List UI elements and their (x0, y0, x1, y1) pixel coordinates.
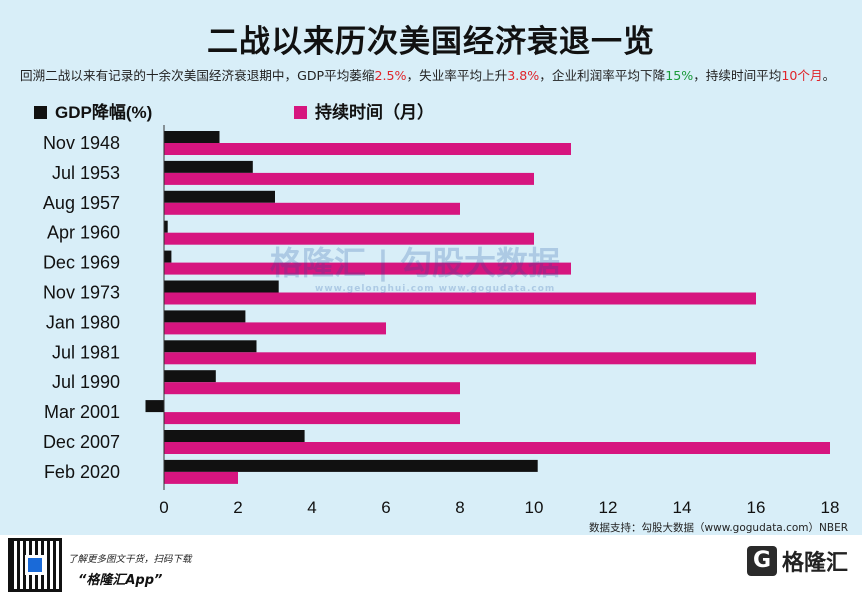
x-tick-label: 6 (381, 498, 390, 517)
download-prompt: 了解更多图文干货，扫码下载 (68, 554, 192, 565)
category-label: Jan 1980 (46, 312, 120, 332)
gdp-bar (164, 160, 253, 173)
brand-name: 格隆汇 (781, 551, 848, 576)
gdp-bar (164, 459, 538, 472)
duration-bar (164, 352, 756, 365)
duration-bar (164, 143, 571, 155)
gdp-bar (145, 400, 164, 413)
duration-bar (164, 412, 460, 425)
watermark-url: www.gelonghui.com www.gogudata.com (315, 284, 556, 294)
legend-swatch-gdp (34, 106, 47, 119)
duration-bar (164, 292, 756, 305)
category-label: Jul 1953 (52, 163, 120, 183)
watermark-text: 格隆汇 | 勾股大数据 (270, 244, 560, 282)
category-label: Dec 1969 (43, 253, 120, 273)
x-tick-label: 18 (821, 498, 840, 517)
gdp-average-value: 2.5% (374, 68, 407, 83)
category-label: Mar 2001 (44, 402, 120, 422)
category-labels: Nov 1948 Jul 1953 Aug 1957 Apr 1960 Dec 1969… (43, 133, 120, 482)
category-label: Apr 1960 (47, 223, 120, 243)
legend-label-duration: 持续时间（月） (315, 102, 434, 122)
category-label: Nov 1973 (43, 283, 120, 303)
chart-title: 二战以来历次美国经济衰退一览 (207, 24, 655, 60)
gdp-bar (164, 340, 257, 353)
duration-bar (164, 262, 571, 275)
watermark: 格隆汇 | 勾股大数据 www.gelonghui.com www.goguda… (270, 238, 560, 294)
footer-banner: 了解更多图文干货，扫码下载 “格隆汇App” G 格隆汇 (0, 535, 862, 597)
app-name: “格隆汇App” (78, 573, 163, 588)
gdp-bar (164, 220, 168, 233)
category-label: Feb 2020 (44, 462, 120, 482)
x-tick-label: 0 (159, 498, 168, 517)
duration-bar (164, 322, 386, 335)
x-tick-label: 12 (599, 498, 618, 517)
unemployment-average-value: 3.8% (507, 68, 540, 83)
duration-average-value: 10个月 (781, 68, 823, 83)
chart-legend: GDP降幅(%) 持续时间（月） (34, 102, 434, 122)
category-label: Dec 2007 (43, 432, 120, 452)
brand-logo: G 格隆汇 (746, 545, 848, 577)
recession-bar-chart: GDP降幅(%) 持续时间（月） Nov 1948 Jul 1953 Aug 1957… (34, 102, 839, 517)
duration-bar (164, 232, 534, 245)
qr-code-icon (8, 538, 62, 592)
subtitle-text-4: ，持续时间平均 (693, 68, 782, 83)
subtitle-text-5: 。 (822, 68, 836, 83)
gdp-bar (164, 250, 172, 263)
x-tick-label: 4 (307, 498, 316, 517)
chart-subtitle: 回溯二战以来有记录的十余次美国经济衰退期中，GDP平均萎缩2.5%，失业率平均上… (20, 65, 850, 84)
profit-average-value: 15% (665, 68, 694, 83)
brand-g-icon: G (746, 546, 777, 576)
gdp-bar (164, 370, 216, 383)
gdp-bar (164, 430, 305, 442)
gdp-bar (164, 280, 279, 293)
gdp-bar (164, 310, 246, 323)
x-axis: 0 2 4 6 8 10 12 14 16 18 (159, 125, 839, 517)
subtitle-text-1: 回溯二战以来有记录的十余次美国经济衰退期中，GDP平均萎缩 (20, 68, 375, 83)
x-tick-label: 10 (525, 498, 544, 517)
duration-bar (164, 471, 238, 484)
data-source: 数据支持：勾股大数据（www.gogudata.com）NBER (589, 522, 848, 534)
gdp-bar (164, 131, 220, 143)
chart-bars (145, 131, 830, 484)
x-tick-label: 8 (455, 498, 464, 517)
legend-swatch-duration (294, 106, 307, 119)
category-label: Aug 1957 (43, 193, 120, 213)
x-tick-label: 14 (673, 498, 692, 517)
x-tick-label: 16 (747, 498, 766, 517)
legend-label-gdp: GDP降幅(%) (55, 102, 152, 122)
gdp-bar (164, 190, 275, 203)
category-label: Jul 1990 (52, 372, 120, 392)
duration-bar (164, 382, 460, 395)
duration-bar (164, 172, 534, 185)
subtitle-text-3: ，企业利润率平均下降 (539, 68, 666, 83)
category-label: Nov 1948 (43, 133, 120, 153)
subtitle-text-2: ，失业率平均上升 (406, 68, 508, 83)
category-label: Jul 1981 (52, 342, 120, 362)
duration-bar (164, 202, 460, 215)
x-tick-label: 2 (233, 498, 242, 517)
duration-bar (164, 442, 830, 454)
